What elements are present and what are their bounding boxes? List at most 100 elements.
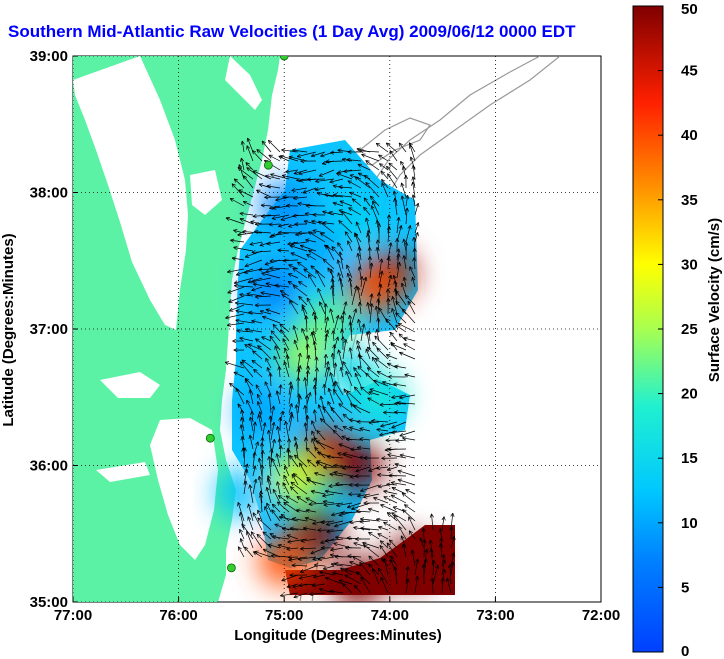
velocity-vector <box>288 556 308 562</box>
velocity-vector <box>303 268 317 279</box>
velocity-vector <box>256 189 272 198</box>
velocity-vector <box>441 554 446 567</box>
velocity-vector <box>367 397 380 405</box>
velocity-vector <box>400 535 407 549</box>
velocity-vector <box>402 276 407 288</box>
velocity-vector <box>261 272 281 279</box>
velocity-vector <box>346 264 353 279</box>
velocity-vector <box>320 545 335 550</box>
velocity-vector <box>254 303 272 308</box>
velocity-vector <box>369 388 389 396</box>
velocity-vector <box>324 538 344 543</box>
velocity-vector <box>340 567 353 576</box>
velocity-vector <box>333 470 353 477</box>
velocity-vector <box>290 486 299 495</box>
velocity-vector <box>269 533 281 540</box>
velocity-vector <box>268 415 273 432</box>
velocity-vector <box>252 421 257 441</box>
velocity-vector <box>283 501 299 513</box>
velocity-vector <box>293 436 299 450</box>
velocity-vector <box>278 230 299 235</box>
velocity-vector <box>357 266 362 279</box>
velocity-vector <box>290 481 308 495</box>
velocity-vector <box>382 380 398 387</box>
velocity-vector <box>329 178 344 184</box>
velocity-vector <box>341 310 346 324</box>
velocity-vector <box>369 293 374 306</box>
velocity-vector <box>229 198 245 207</box>
velocity-vector <box>260 291 281 297</box>
velocity-vector <box>348 207 362 216</box>
velocity-vector <box>333 542 353 549</box>
velocity-vector <box>414 222 420 234</box>
velocity-vector <box>386 482 398 487</box>
velocity-vector <box>292 213 308 218</box>
velocity-vector <box>272 324 281 333</box>
velocity-vector <box>268 543 281 549</box>
velocity-vector <box>344 568 362 576</box>
velocity-vector <box>225 217 245 225</box>
velocity-vector <box>248 416 254 432</box>
velocity-vector <box>255 384 263 396</box>
velocity-vector <box>283 361 290 378</box>
velocity-vector <box>324 366 331 387</box>
velocity-vector <box>376 517 389 522</box>
velocity-vector <box>342 583 353 594</box>
velocity-vector <box>252 465 257 477</box>
velocity-vector <box>254 294 272 299</box>
velocity-vector <box>257 345 272 360</box>
velocity-vector <box>230 238 245 243</box>
velocity-vector <box>256 533 272 549</box>
velocity-vector <box>367 256 372 270</box>
velocity-vector <box>319 418 335 432</box>
velocity-vector <box>353 584 362 594</box>
velocity-vector <box>380 421 398 428</box>
velocity-vector <box>248 434 254 450</box>
velocity-vector <box>257 457 263 477</box>
velocity-vector <box>409 266 416 279</box>
velocity-vector <box>247 277 263 284</box>
velocity-vector <box>396 253 401 270</box>
velocity-vector <box>242 229 263 234</box>
velocity-vector <box>274 283 290 288</box>
velocity-vector <box>303 405 308 423</box>
speed-cell <box>347 262 400 315</box>
velocity-vector <box>288 414 294 432</box>
velocity-vector <box>404 373 416 378</box>
velocity-vector <box>378 307 389 324</box>
velocity-vector <box>311 420 317 432</box>
velocity-vector <box>298 462 308 477</box>
velocity-vector <box>286 448 291 468</box>
velocity-vector <box>312 229 326 234</box>
velocity-vector <box>319 395 326 414</box>
velocity-vector <box>423 548 429 567</box>
velocity-vector <box>324 333 329 351</box>
velocity-vector <box>348 277 353 297</box>
velocity-vector <box>264 195 281 200</box>
velocity-vector <box>346 157 362 162</box>
velocity-vector <box>377 567 389 585</box>
colorbar-tick-label: 10 <box>681 515 698 532</box>
velocity-vector <box>348 314 353 333</box>
velocity-vector <box>284 420 290 441</box>
velocity-vector <box>270 173 290 180</box>
pamlico-sound <box>150 418 218 560</box>
velocity-vector <box>405 578 410 594</box>
velocity-vector <box>313 437 326 450</box>
velocity-vector <box>359 276 364 288</box>
velocity-vector <box>300 538 317 543</box>
velocity-vector <box>357 445 371 450</box>
velocity-vector <box>359 517 380 522</box>
velocity-vector <box>257 475 263 495</box>
velocity-vector <box>359 561 371 576</box>
velocity-vector <box>339 366 344 378</box>
velocity-vector <box>312 212 326 217</box>
velocity-vector <box>390 494 407 504</box>
colorbar-tick-label: 50 <box>681 1 698 18</box>
velocity-vector <box>238 189 254 198</box>
velocity-vector <box>289 526 308 531</box>
velocity-vector <box>315 440 335 450</box>
velocity-vector <box>299 244 317 252</box>
velocity-vector <box>346 502 362 509</box>
velocity-vector <box>390 342 407 351</box>
